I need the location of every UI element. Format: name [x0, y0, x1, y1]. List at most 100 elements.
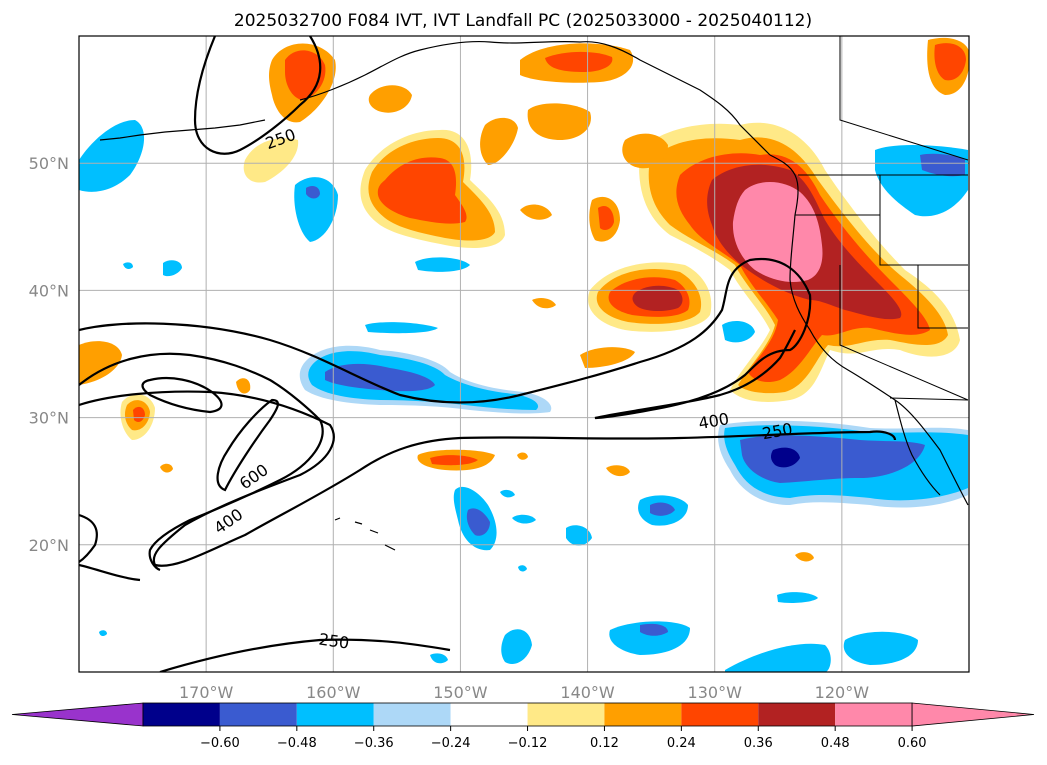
map-grid [79, 36, 969, 672]
ivt-contours [79, 36, 897, 672]
contour-250-south [79, 390, 897, 567]
neg-145w-12n [501, 629, 532, 665]
hawaii-islands [334, 517, 396, 551]
colorbar-tick-label: −0.36 [354, 736, 394, 751]
lon-tick-label: 140°W [560, 683, 615, 702]
lat-tick-label: 50°N [29, 154, 69, 173]
baja-coast [894, 399, 941, 496]
neg-150w-42n [415, 257, 470, 272]
colorbar-segment [681, 703, 759, 726]
blob-178w-33n [79, 341, 122, 385]
us-west-coast [789, 214, 969, 506]
neg-177w-42n [123, 262, 133, 269]
blob-145w-25n [517, 452, 528, 460]
lon-tick-label: 120°W [815, 683, 870, 702]
blob-167w-32n [236, 378, 251, 394]
contour-inner-left [141, 377, 223, 414]
lon-tick-label: 150°W [433, 683, 488, 702]
colorbar-segment [373, 703, 451, 726]
blob-115w-57n-red [934, 43, 966, 81]
map-frame [78, 35, 970, 673]
colorbar-tick-label: −0.60 [200, 736, 240, 751]
neg-123w-16n [777, 592, 818, 603]
alaska-canada-border [839, 36, 969, 161]
neg-165w-47n-dark [306, 186, 320, 199]
state-border-1 [795, 214, 968, 266]
west-coast-fill-pink [732, 181, 823, 282]
colorbar-segment [450, 703, 528, 726]
blob-145w-57n [527, 103, 591, 140]
neg-138w-13n [609, 621, 690, 655]
colorbar-segment [604, 703, 682, 726]
mexico-border [889, 397, 969, 401]
aleutians [99, 119, 266, 141]
colorbar-segment [219, 703, 297, 726]
contour-250-central [79, 257, 812, 420]
chart-title: 2025032700 F084 IVT, IVT Landfall PC (20… [234, 11, 812, 31]
blob-141w-34n [580, 347, 635, 368]
blob-160w-52n [243, 138, 299, 183]
neg-146w-25n [500, 489, 515, 498]
neg-134w-24n-dark [650, 502, 675, 516]
coastlines [99, 40, 969, 551]
blob-143w-39n [532, 297, 556, 309]
neg-129w-37n [722, 320, 755, 343]
lat-tick-labels: 20°N 30°N 40°N 50°N [29, 154, 69, 555]
alaska-coast [299, 40, 771, 156]
blob-148w-55n [480, 117, 518, 165]
neg-147w-24n [512, 514, 536, 524]
colorbar-segment [143, 703, 220, 726]
contour-400 [79, 352, 324, 572]
contour-600 [216, 398, 279, 492]
neg-ne-pacific-1-dark [920, 153, 965, 177]
colorbar-tick-label: −0.24 [431, 736, 471, 751]
neg-145w-18n [518, 565, 527, 572]
lon-tick-label: 170°W [179, 683, 234, 702]
colorbar-tick-label: 0.36 [744, 736, 773, 751]
colorbar-tick-label: 0.24 [667, 736, 696, 751]
colorbar-segment [835, 703, 913, 726]
contour-sw2 [79, 563, 141, 582]
neg-173w-42n [163, 260, 182, 277]
borders [795, 36, 969, 401]
colorbar-tick-label: 0.60 [898, 736, 927, 751]
neg-118w-12n [843, 631, 918, 665]
colorbar-tick-label: −0.48 [277, 736, 317, 751]
colorbar-segment [527, 703, 605, 726]
neg-153w-11n [430, 653, 448, 664]
neg-154w-37n [365, 322, 438, 334]
lat-tick-label: 20°N [29, 536, 69, 555]
blob-137w-26n [606, 465, 630, 477]
lat-tick-label: 30°N [29, 409, 69, 428]
blob-150w-27n-red [430, 455, 478, 466]
colorbar-extend-min [11, 702, 144, 727]
blob-122w-20n [795, 552, 814, 562]
lon-tick-label: 130°W [688, 683, 743, 702]
blob-155w-57n [368, 85, 412, 113]
contour-sw [79, 513, 98, 563]
bc-coast [769, 154, 799, 216]
contour-label: 250 [318, 630, 351, 653]
lon-tick-labels: 170°W 160°W 150°W 140°W 130°W 120°W [179, 683, 869, 702]
neg-150w-23n-dark [466, 508, 490, 536]
lon-tick-label: 160°W [306, 683, 361, 702]
colorbar: −0.60 −0.48 −0.36 −0.24 −0.12 0.12 0.24 0.36 0.4… [11, 702, 1035, 751]
subtropical-neg-mid [325, 363, 435, 392]
contour-250-north [193, 36, 322, 155]
baja-neg-dark [770, 447, 800, 468]
contour-250-bottom [159, 638, 451, 672]
state-border-3 [917, 265, 968, 329]
colorbar-segment [758, 703, 836, 726]
neg-138w-13n-dark [640, 623, 668, 636]
blob-174w-30n-red [133, 406, 145, 423]
blob-142w-46n [520, 204, 552, 220]
neg-180w-50n [79, 120, 145, 192]
mid-pacific-fill-red [377, 157, 467, 224]
lat-tick-label: 40°N [29, 281, 69, 300]
blob-140w-fill-darkred [632, 285, 683, 311]
neg-142w-21n [566, 525, 592, 546]
neg-165w-47n [294, 177, 338, 242]
state-border-2 [839, 265, 969, 401]
colorbar-extend-max [911, 702, 1035, 727]
